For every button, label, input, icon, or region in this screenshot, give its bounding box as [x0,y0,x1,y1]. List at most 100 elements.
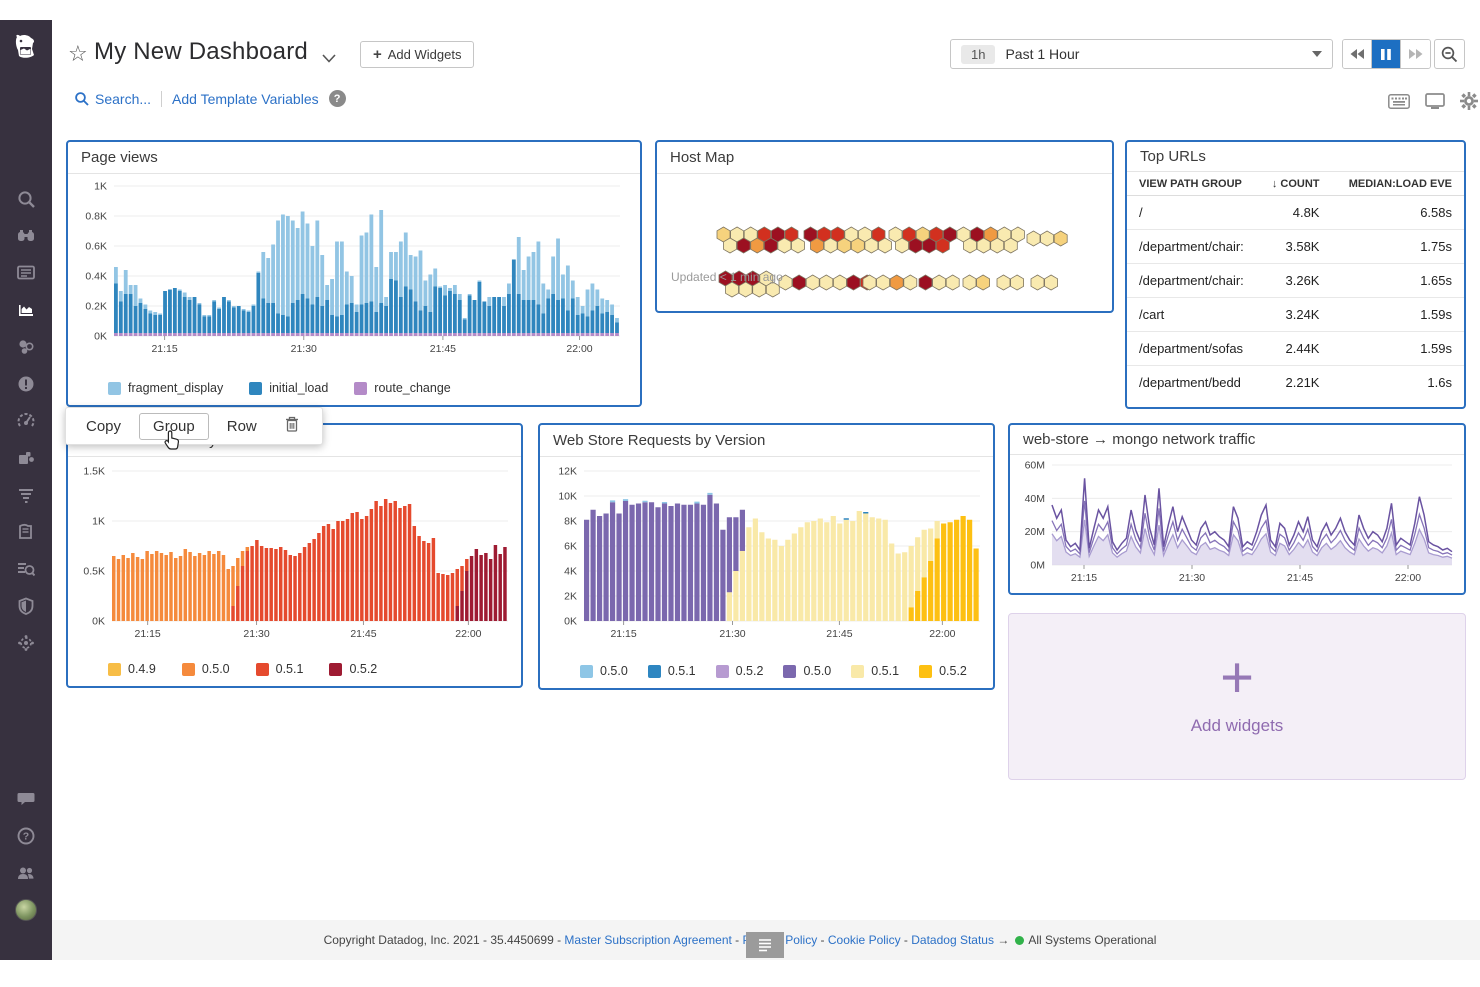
requests-bar-chart[interactable]: 0K 2K 4K 6K 8K 10K 12K 21:15 21:30 21:45 22:00 [540,457,991,655]
sidebar-item-monitors[interactable] [0,365,52,402]
widget-web-store-requests[interactable]: Web Store Requests by Version 0K 2K 4K 6K 8K… [538,423,995,690]
widget-top-urls[interactable]: Top URLs VIEW PATH GROUP ↓ COUNT MEDIAN:LO… [1125,140,1466,409]
zoom-out-button[interactable] [1434,39,1465,69]
page-views-bar-chart[interactable]: 0K 0.2K 0.4K 0.6K 0.8K 1K 21:15 21:30 21:45 22:00 [68,174,638,372]
add-template-variables-link[interactable]: Add Template Variables [172,90,319,107]
footer-link[interactable]: Cookie Policy [827,933,901,947]
legend-item[interactable]: 0.5.0 [783,664,831,678]
legend-item[interactable]: initial_load [249,381,328,395]
favorite-star-icon[interactable]: ☆ [68,41,88,66]
legend-item[interactable]: 0.5.1 [255,662,303,676]
legend-item[interactable]: 0.5.2 [919,664,967,678]
host-map-hex-grid[interactable] [657,175,1112,300]
column-header-median-load[interactable]: MEDIAN:LOAD EVE [1331,172,1464,196]
svg-text:21:30: 21:30 [1179,572,1205,584]
column-header-view-path-group[interactable]: VIEW PATH GROUP [1127,172,1257,196]
table-row[interactable]: /4.8K 6.58s [1127,195,1464,230]
time-range-picker[interactable]: 1h Past 1 Hour [950,39,1333,69]
legend-item[interactable]: 0.4.9 [108,662,156,676]
legend-label: 0.5.0 [201,662,230,676]
footer-link[interactable]: Master Subscription Agreement [564,933,732,947]
tv-mode-icon[interactable] [1425,92,1445,115]
legend-item[interactable]: 0.5.0 [181,662,230,676]
search-input[interactable]: Search... [75,91,151,107]
widget-web-store-errors[interactable]: Web Store Errors by Version 0K0.5K1K1.5K… [66,423,523,688]
table-row[interactable]: /department/chair: 3.26K 1.65s [1127,263,1464,298]
sidebar-item-log-explorer[interactable] [0,550,52,587]
legend-item[interactable]: 0.5.2 [329,662,377,676]
dashboards-icon [19,304,33,316]
users-icon [18,867,34,879]
user-avatar[interactable] [0,891,52,928]
sidebar-item-notebooks[interactable] [0,513,52,550]
legend-item[interactable]: 0.5.1 [647,664,696,678]
svg-text:0K: 0K [564,616,577,628]
sidebar-item-help[interactable]: ? [0,817,52,854]
context-menu-item-copy[interactable]: Copy [86,417,122,435]
sidebar-item-integrations[interactable] [0,439,52,476]
svg-text:22:00: 22:00 [455,628,481,640]
widget-title: Top URLs [1127,142,1464,172]
legend-swatch-icon [851,664,865,678]
sidebar-item-users[interactable] [0,854,52,891]
status-text: All Systems Operational [1028,933,1157,947]
legend-swatch-icon [783,664,797,678]
add-widgets-button[interactable]: + Add Widgets [360,41,475,68]
svg-text:1K: 1K [94,181,107,193]
legend-item[interactable]: route_change [354,381,451,395]
forward-button[interactable] [1401,40,1430,68]
sidebar-item-chat[interactable] [0,780,52,817]
table-row[interactable]: /department/sofas 2.44K 1.59s [1127,331,1464,366]
svg-text:4K: 4K [564,566,577,578]
sidebar-item-events[interactable] [0,254,52,291]
svg-text:0.5K: 0.5K [83,566,105,578]
svg-text:0M: 0M [1030,560,1045,572]
sidebar-item-logs[interactable] [0,476,52,513]
widget-host-map[interactable]: Host Map Updated < 1 min ago [655,140,1114,313]
log-explorer-icon [18,562,35,576]
column-header-count[interactable]: ↓ COUNT [1256,172,1332,196]
svg-text:0.2K: 0.2K [85,301,107,313]
page-views-legend: fragment_display initial_load route_change [68,377,640,395]
sidebar-item-security[interactable] [0,587,52,624]
legend-item[interactable]: 0.5.0 [580,664,628,678]
legend-item[interactable]: 0.5.2 [715,664,763,678]
widget-mongo-traffic[interactable]: web-store → mongo network traffic 0M 20M 4… [1008,423,1466,595]
footer-link[interactable]: Datadog Status [911,933,994,947]
sidebar-item-ux-monitoring[interactable] [0,624,52,661]
table-row[interactable]: /cart 3.24K 1.59s [1127,297,1464,332]
apm-icon [17,412,35,427]
sidebar-item-watchdog[interactable] [0,217,52,254]
sidebar-item-dashboards[interactable] [0,291,52,328]
footer-drag-handle[interactable] [746,932,784,958]
settings-gear-icon[interactable] [1460,92,1478,115]
widget-page-views[interactable]: Page views 0K 0.2K 0.4K 0.6K 0.8K 1K 21:15 21:3… [66,140,642,407]
cell-path: / [1127,195,1257,230]
sidebar-item-apm[interactable] [0,402,52,439]
sidebar-item-search[interactable] [0,180,52,217]
help-icon[interactable]: ? [328,90,346,107]
datadog-logo-icon[interactable] [0,20,52,76]
search-icon [75,91,89,106]
sidebar-item-infrastructure[interactable] [0,328,52,365]
errors-bar-chart[interactable]: 0K 0.5K 1K 1.5K 21:15 21:30 21:45 22:00 [68,457,519,653]
add-widgets-placeholder[interactable]: + Add widgets [1008,613,1466,780]
svg-text:21:45: 21:45 [1287,572,1313,584]
pause-button[interactable] [1372,40,1401,68]
legend-swatch-icon [919,664,933,678]
table-row[interactable]: /department/chair: 3.58K 1.75s [1127,229,1464,264]
keyboard-shortcuts-icon[interactable] [1388,93,1410,114]
dashboard-menu-chevron-down-icon[interactable] [322,50,336,68]
mongo-line-chart[interactable]: 0M 20M 40M 60M 21:15 21:30 21:45 22:00 [1010,455,1462,591]
page-title: My New Dashboard [94,38,308,65]
svg-text:21:30: 21:30 [243,628,269,640]
table-row[interactable]: /department/bedd 2.21K 1.6s [1127,366,1464,400]
divider [161,90,163,107]
rewind-button[interactable] [1343,40,1372,68]
context-menu-item-row[interactable]: Row [226,417,257,435]
legend-item[interactable]: fragment_display [108,381,223,395]
legend-item[interactable]: 0.5.1 [851,664,899,678]
trash-icon[interactable] [275,412,309,441]
cell-path: /department/chair: [1127,229,1257,264]
svg-text:0K: 0K [92,616,105,628]
